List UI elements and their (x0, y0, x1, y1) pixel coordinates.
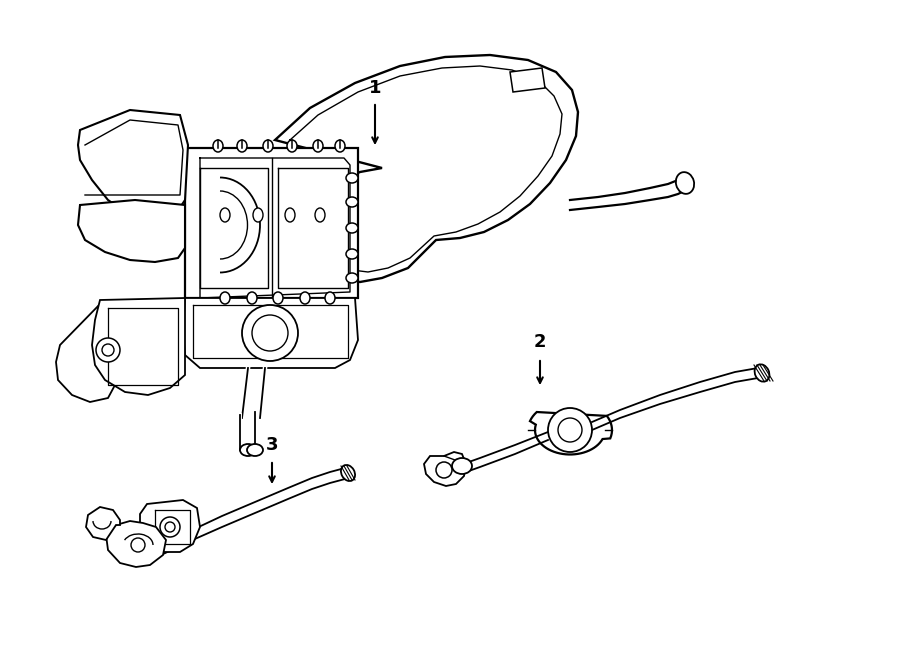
Circle shape (548, 408, 592, 452)
Ellipse shape (346, 223, 358, 233)
Ellipse shape (676, 172, 694, 194)
Ellipse shape (220, 208, 230, 222)
Ellipse shape (315, 208, 325, 222)
Ellipse shape (346, 273, 358, 283)
Polygon shape (78, 200, 185, 262)
Circle shape (436, 462, 452, 478)
Polygon shape (275, 55, 578, 282)
Polygon shape (183, 298, 358, 368)
Polygon shape (510, 68, 545, 92)
Ellipse shape (346, 173, 358, 183)
Ellipse shape (346, 249, 358, 259)
Polygon shape (140, 500, 200, 552)
Ellipse shape (247, 292, 257, 304)
Text: 2: 2 (534, 333, 546, 351)
Polygon shape (185, 148, 358, 298)
Ellipse shape (346, 197, 358, 207)
Circle shape (165, 522, 175, 532)
Ellipse shape (287, 140, 297, 152)
Ellipse shape (754, 364, 770, 381)
Polygon shape (424, 452, 466, 486)
Circle shape (131, 538, 145, 552)
Ellipse shape (335, 140, 345, 152)
Ellipse shape (452, 458, 472, 474)
Circle shape (160, 517, 180, 537)
Circle shape (242, 305, 298, 361)
Circle shape (102, 344, 114, 356)
Polygon shape (106, 521, 166, 567)
Ellipse shape (253, 208, 263, 222)
Polygon shape (78, 110, 188, 220)
Ellipse shape (247, 444, 263, 456)
Polygon shape (530, 412, 612, 455)
Ellipse shape (325, 292, 335, 304)
Polygon shape (86, 507, 120, 540)
Ellipse shape (300, 292, 310, 304)
Polygon shape (56, 302, 115, 402)
Circle shape (558, 418, 582, 442)
Ellipse shape (220, 292, 230, 304)
Ellipse shape (341, 465, 356, 481)
Text: 3: 3 (266, 436, 278, 454)
Ellipse shape (273, 292, 283, 304)
Text: 1: 1 (369, 79, 382, 97)
Ellipse shape (237, 140, 247, 152)
Circle shape (96, 338, 120, 362)
Ellipse shape (213, 140, 223, 152)
Ellipse shape (263, 140, 273, 152)
Ellipse shape (285, 208, 295, 222)
Circle shape (252, 315, 288, 351)
Polygon shape (92, 298, 185, 395)
Ellipse shape (313, 140, 323, 152)
Ellipse shape (240, 444, 256, 456)
